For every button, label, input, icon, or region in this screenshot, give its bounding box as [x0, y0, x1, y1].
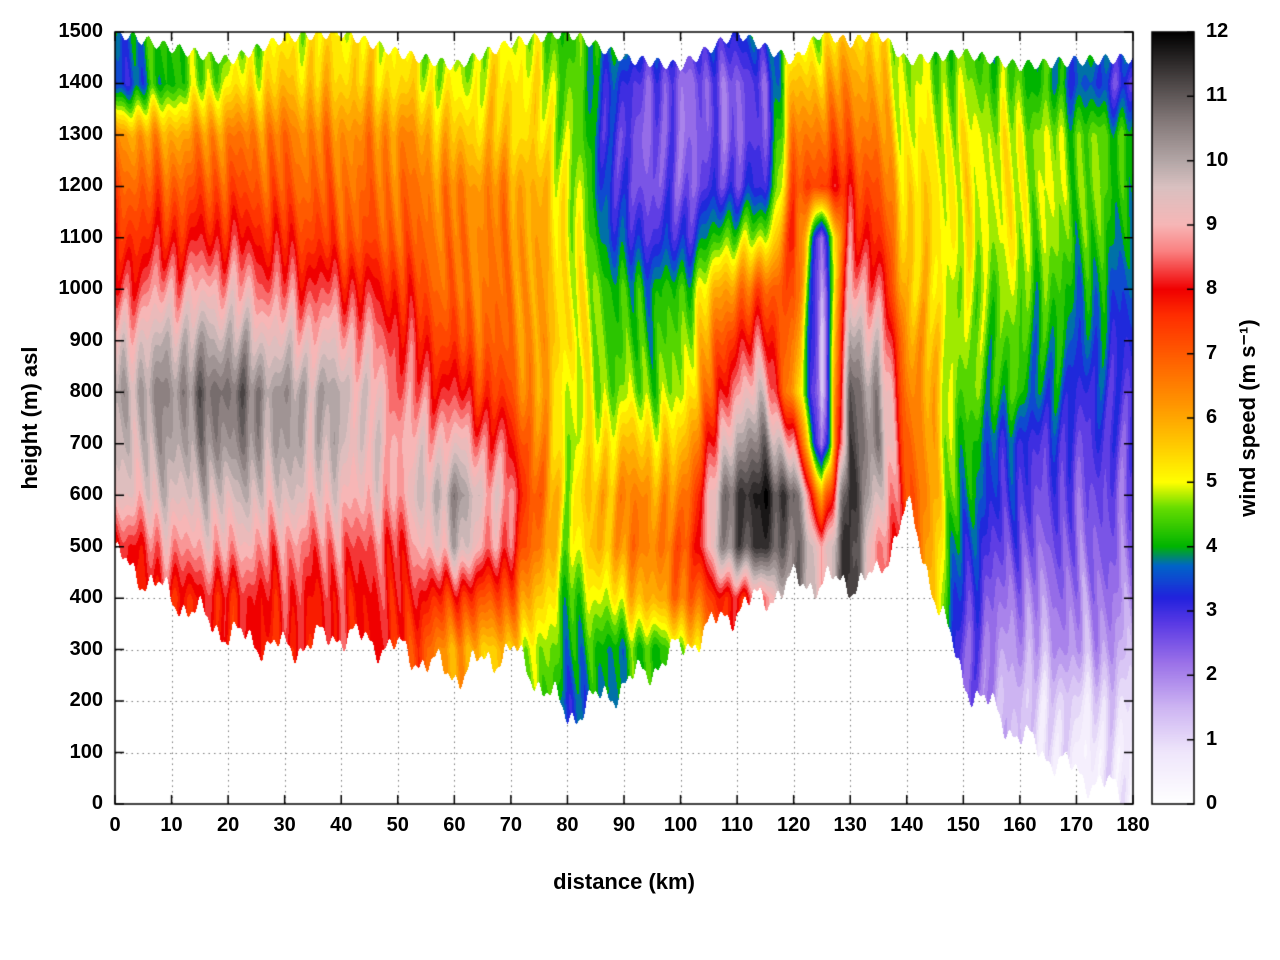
x-axis-title: distance (km)	[553, 869, 695, 894]
colorbar	[1152, 32, 1194, 804]
y-axis-title: height (m) asl	[17, 346, 42, 490]
colorbar-title: wind speed (m s⁻¹)	[1235, 319, 1260, 517]
plot-area	[115, 32, 1133, 804]
